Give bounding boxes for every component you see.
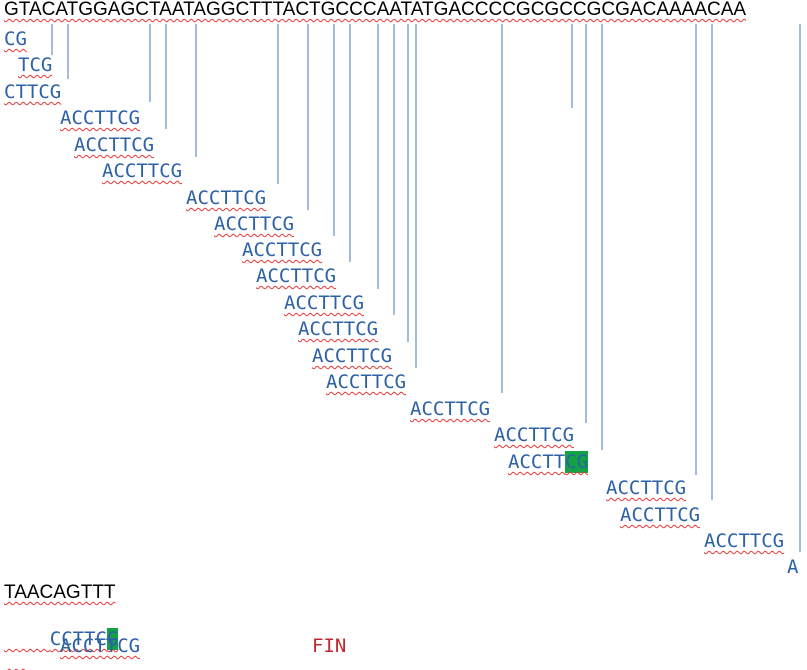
- footer-last-fragment: ACCTTCG: [60, 635, 141, 657]
- fragment-11: ACCTTCG: [284, 292, 365, 314]
- fragment-19: ACCTTCG: [620, 504, 701, 526]
- fragment-6: ACCTTCG: [102, 160, 183, 182]
- fragment-8: ACCTTCG: [214, 213, 295, 235]
- fragment-2: TCG: [18, 54, 53, 76]
- fragment-16: ACCTTCG: [494, 424, 575, 446]
- footer-sequence: TAACAGTTT: [4, 582, 116, 603]
- fragment-highlight: CG: [565, 451, 589, 473]
- fragment-1: CG: [4, 28, 27, 50]
- header-sequence: GTACATGGAGCTAATAGGCTTTACTGCCCAATATGACCCC…: [4, 0, 747, 20]
- fragment-prefix: ACCTT: [508, 451, 566, 473]
- fragment-18: ACCTTCG: [606, 477, 687, 499]
- fragment-15: ACCTTCG: [410, 398, 491, 420]
- fragment-4: ACCTTCG: [60, 107, 141, 129]
- fragment-13: ACCTTCG: [312, 345, 393, 367]
- fragment-17: ACCTTCG: [508, 451, 589, 474]
- fragment-12: ACCTTCG: [298, 318, 379, 340]
- fragment-3: CTTCG: [4, 81, 62, 103]
- fragment-14: ACCTTCG: [326, 371, 407, 393]
- fragment-7: ACCTTCG: [186, 187, 267, 209]
- footer-fragment-highlight: G: [106, 628, 119, 650]
- footer-fragment-prefix: CCTTC: [49, 628, 107, 650]
- trailing-letter: A: [787, 556, 799, 578]
- fragment-5: ACCTTCG: [74, 134, 155, 156]
- fragment-10: ACCTTCG: [256, 265, 337, 287]
- footer-fragment: CCTTCG: [4, 609, 119, 650]
- fragment-9: ACCTTCG: [242, 239, 323, 261]
- fragment-20: ACCTTCG: [704, 530, 785, 552]
- fin-label: FIN: [312, 635, 347, 657]
